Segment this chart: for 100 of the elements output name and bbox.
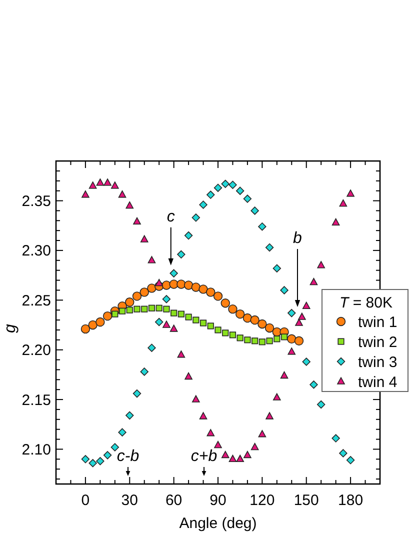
point: [258, 430, 266, 438]
point: [80, 324, 90, 334]
point: [206, 429, 215, 436]
annotation: c-b: [116, 448, 140, 465]
point: [346, 456, 355, 464]
point: [154, 318, 164, 326]
y-tick-label: 2.20: [22, 342, 51, 360]
legend-label: twin 1: [358, 314, 398, 331]
point: [339, 449, 348, 458]
point: [111, 182, 119, 189]
point: [147, 284, 156, 293]
point: [170, 324, 178, 332]
point: [310, 278, 318, 286]
point: [242, 313, 252, 323]
y-axis-title: g: [2, 324, 19, 333]
annotation: b: [293, 230, 302, 247]
point: [206, 190, 215, 199]
point: [148, 344, 156, 352]
point: [96, 457, 104, 466]
point: [294, 336, 304, 346]
y-tick-label: 2.25: [22, 292, 51, 310]
point: [88, 459, 97, 468]
y-tick-label: 2.15: [22, 392, 51, 409]
point: [126, 411, 134, 420]
point: [185, 314, 192, 320]
point: [140, 368, 148, 376]
point: [118, 428, 126, 436]
point: [199, 200, 208, 209]
point: [118, 308, 126, 314]
point: [141, 306, 148, 312]
point: [266, 412, 274, 420]
point: [265, 243, 274, 252]
point: [118, 190, 126, 198]
point: [200, 320, 207, 326]
point: [258, 222, 266, 231]
point: [228, 180, 237, 189]
point: [250, 315, 260, 325]
point: [280, 334, 288, 340]
point: [228, 304, 238, 314]
point: [252, 338, 258, 344]
point: [155, 278, 163, 286]
point: [258, 338, 266, 346]
point: [317, 261, 325, 268]
point: [280, 286, 288, 294]
point: [244, 336, 251, 344]
point: [88, 320, 98, 330]
point: [244, 450, 252, 458]
point: [184, 280, 194, 290]
point: [207, 322, 214, 330]
point: [302, 358, 310, 366]
point: [236, 334, 244, 342]
x-tick-label: 30: [121, 492, 138, 509]
y-tick-label: 2.35: [22, 193, 51, 210]
point: [178, 310, 184, 318]
point: [184, 231, 193, 240]
x-tick-label: 60: [165, 492, 182, 509]
point: [288, 308, 296, 318]
point: [103, 451, 112, 460]
point: [132, 389, 142, 398]
point: [346, 189, 354, 197]
point: [332, 434, 340, 442]
point: [250, 206, 259, 215]
x-tick-label: 180: [338, 492, 364, 509]
point: [96, 178, 104, 186]
point: [199, 412, 208, 420]
point: [214, 440, 222, 448]
point: [192, 214, 200, 222]
x-tick-label: 150: [294, 492, 319, 509]
point: [206, 288, 216, 297]
legend-label: twin 2: [358, 334, 398, 351]
point: [102, 311, 112, 321]
point: [272, 264, 282, 272]
legend-label: twin 4: [358, 374, 398, 391]
point: [221, 180, 230, 188]
annotation: c+b: [190, 448, 218, 465]
point: [132, 292, 142, 301]
legend-label: twin 3: [358, 354, 398, 371]
point: [273, 393, 281, 400]
point: [148, 304, 156, 312]
point: [192, 316, 200, 324]
point: [170, 269, 178, 278]
point: [228, 454, 237, 462]
point: [288, 348, 296, 355]
x-axis-title: Angle (deg): [179, 515, 257, 532]
point: [125, 298, 134, 307]
point: [274, 336, 280, 342]
point: [96, 317, 105, 327]
point: [170, 310, 178, 316]
point: [221, 450, 230, 458]
point: [162, 320, 170, 328]
x-tick-label: 90: [210, 492, 226, 509]
point: [112, 310, 118, 318]
point: [229, 332, 236, 338]
legend-title: T = 80K: [340, 294, 392, 312]
point: [243, 194, 252, 203]
point: [82, 190, 90, 198]
point: [81, 455, 90, 464]
point: [310, 380, 318, 389]
point: [104, 178, 112, 186]
point: [134, 306, 140, 312]
